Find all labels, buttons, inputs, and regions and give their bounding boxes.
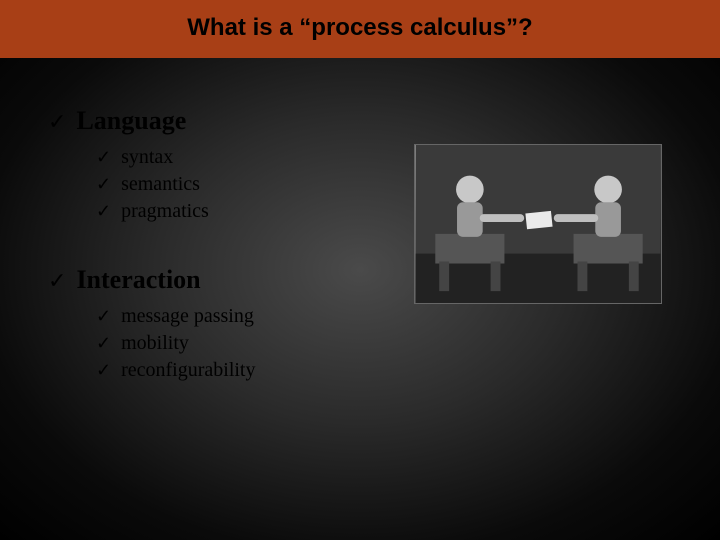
list-item-label: message passing [121, 305, 254, 328]
slide-content: ✓ Language ✓ syntax ✓ semantics ✓ pragma… [0, 58, 720, 382]
photo-placeholder-icon [415, 145, 661, 303]
check-icon: ✓ [96, 307, 111, 325]
list-item-label: reconfigurability [121, 359, 255, 382]
embedded-photo [414, 144, 662, 304]
list-item: ✓ message passing [96, 305, 720, 328]
title-bar: What is a “process calculus”? [0, 0, 720, 58]
section-head: ✓ Language [48, 106, 720, 136]
section-heading: Interaction [76, 265, 200, 295]
list-item-label: syntax [121, 146, 173, 169]
slide-title: What is a “process calculus”? [187, 14, 532, 41]
check-icon: ✓ [48, 111, 66, 133]
check-icon: ✓ [96, 202, 111, 220]
list-item: ✓ reconfigurability [96, 359, 720, 382]
list-item-label: semantics [121, 173, 200, 196]
list-item: ✓ mobility [96, 332, 720, 355]
check-icon: ✓ [96, 361, 111, 379]
check-icon: ✓ [48, 270, 66, 292]
check-icon: ✓ [96, 175, 111, 193]
list-item-label: mobility [121, 332, 189, 355]
list-item-label: pragmatics [121, 200, 209, 223]
check-icon: ✓ [96, 334, 111, 352]
sublist: ✓ message passing ✓ mobility ✓ reconfigu… [48, 305, 720, 382]
section-heading: Language [76, 106, 186, 136]
check-icon: ✓ [96, 148, 111, 166]
